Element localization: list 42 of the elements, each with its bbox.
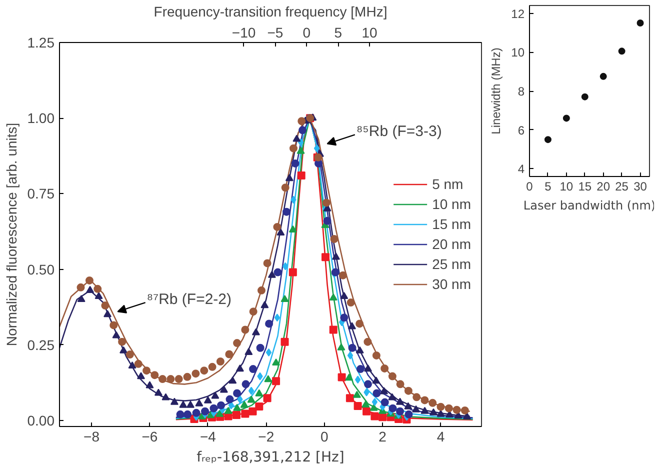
x2-tick-label: 0 — [302, 24, 311, 40]
x-tick-label: 0 — [320, 428, 328, 444]
x2-tick-label: −10 — [232, 24, 256, 40]
x-tick-label: 15 — [578, 180, 592, 194]
x-tick-label: 2 — [378, 428, 387, 444]
legend-label: 5 nm — [432, 176, 464, 192]
legend-label: 10 nm — [432, 196, 471, 212]
x-tick-label: 4 — [436, 428, 445, 444]
y-axis-title: Normalized fluorescence [arb. units] — [3, 122, 20, 346]
x-tick-label: 30 — [634, 180, 648, 194]
x-tick-label: 5 — [544, 180, 552, 194]
x-tick-label: −8 — [84, 428, 100, 444]
x-tick-label: −4 — [200, 428, 216, 444]
x-tick-label: −6 — [142, 428, 158, 444]
y-tick-label: 10 — [511, 46, 525, 60]
x2-axis-title: Frequency-transition frequency [MHz] — [154, 4, 388, 20]
x2-tick-label: 5 — [334, 24, 342, 40]
y-tick-label: 12 — [511, 6, 525, 21]
y-tick-label: 0.75 — [27, 186, 55, 202]
x2-tick-label: −5 — [267, 24, 284, 40]
y-tick-label: 0.50 — [27, 261, 55, 278]
y-tick-label: 1.00 — [27, 110, 55, 126]
y-axis-title: Linewidth (MHz) — [489, 48, 504, 134]
annotation: ⁸⁵Rb (F=3-3) — [356, 123, 442, 140]
annotation: ⁸⁷Rb (F=2-2) — [146, 291, 232, 308]
x-tick-label: 25 — [615, 180, 629, 194]
x2-tick-label: 10 — [362, 24, 378, 40]
x-tick-label: 10 — [560, 180, 574, 194]
x-tick-label: 0 — [526, 180, 534, 194]
legend-label: 20 nm — [432, 236, 471, 252]
legend-label: 30 nm — [432, 276, 471, 292]
y-tick-label: 8 — [518, 84, 525, 98]
y-tick-label: 0.25 — [27, 336, 55, 353]
y-tick-label: 0.00 — [27, 412, 55, 428]
x-tick-label: 20 — [596, 180, 610, 194]
y-tick-label: 1.25 — [27, 34, 55, 50]
legend-label: 15 nm — [432, 216, 471, 232]
x-tick-label: −2 — [258, 428, 274, 444]
y-tick-label: 4 — [518, 162, 525, 176]
x-axis-title: fᵣₑₚ-168,391,212 [Hz] — [196, 450, 344, 466]
y-tick-label: 6 — [518, 123, 525, 138]
legend-label: 25 nm — [432, 256, 471, 272]
